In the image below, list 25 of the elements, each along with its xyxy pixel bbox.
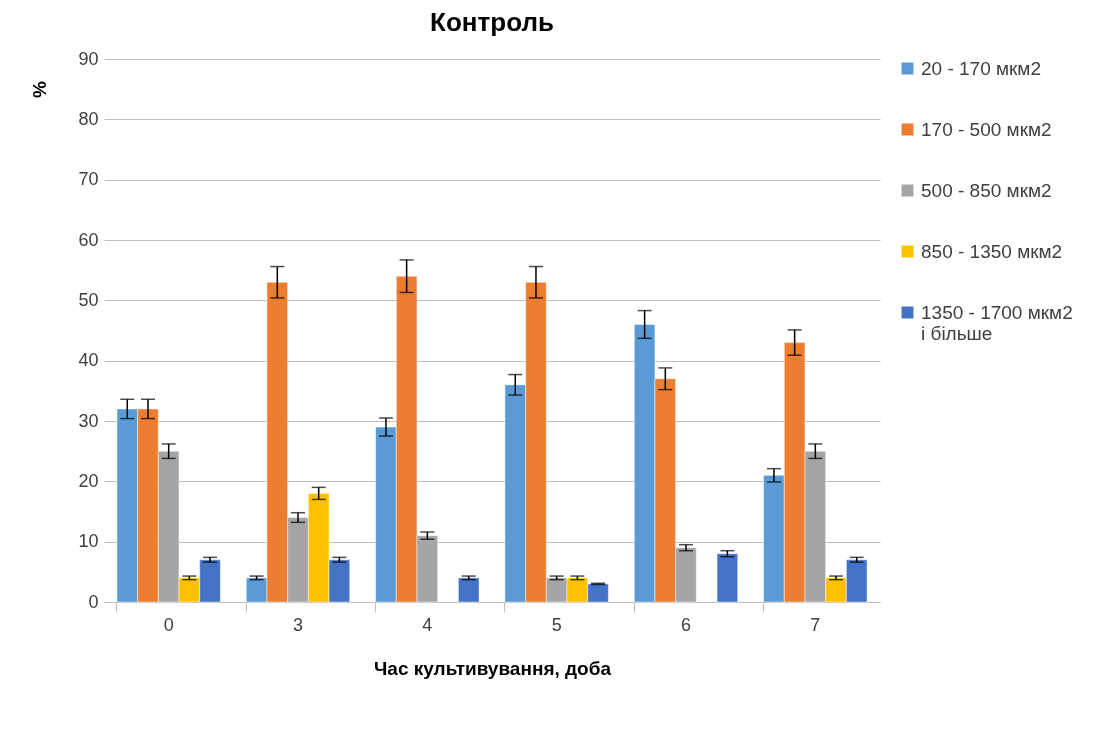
y-tick-label: 60 <box>78 229 99 250</box>
y-tick-label: 20 <box>78 470 99 491</box>
legend-label: 170 - 500 мкм2 <box>921 118 1052 140</box>
y-tick-label: 30 <box>78 410 99 431</box>
x-tick-label: 7 <box>810 614 821 635</box>
y-tick-label: 90 <box>78 48 99 69</box>
chart-title: Контроль <box>430 7 554 37</box>
y-tick-label: 70 <box>78 169 99 190</box>
legend-label: 500 - 850 мкм2 <box>921 179 1052 201</box>
bar <box>458 577 480 603</box>
legend-label: 1350 - 1700 мкм2 і більше <box>921 301 1073 344</box>
y-tick-label: 80 <box>78 108 99 129</box>
x-tick-label: 0 <box>163 614 174 635</box>
y-tick-label: 10 <box>78 531 99 552</box>
x-tick-label: 3 <box>292 614 304 635</box>
y-tick-label: 0 <box>88 591 99 612</box>
y-tick-label: 40 <box>78 350 99 371</box>
x-tick-label: 4 <box>422 614 433 635</box>
x-axis-title: Час культивування, доба <box>374 657 612 679</box>
y-tick-label: 50 <box>78 289 99 310</box>
legend-label: 850 - 1350 мкм2 <box>921 240 1063 262</box>
legend-label: 20 - 170 мкм2 <box>921 57 1042 79</box>
x-tick-label: 6 <box>680 614 692 635</box>
x-tick-label: 5 <box>551 614 562 635</box>
y-axis-title: % <box>28 80 50 98</box>
